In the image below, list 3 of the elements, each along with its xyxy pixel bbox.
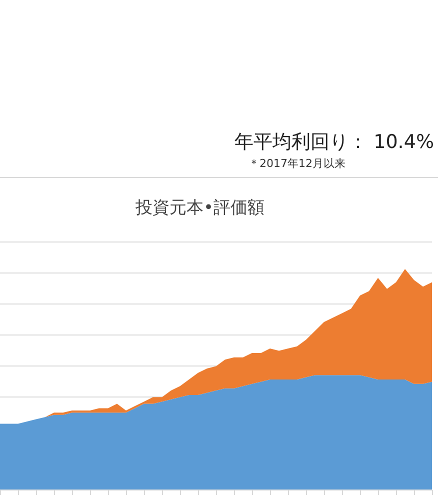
chart-title: 投資元本•評価額 — [134, 198, 265, 218]
text: 年平均利回り： 10.4% — [234, 131, 434, 153]
text: ＊2017年12月以来 — [248, 157, 346, 170]
